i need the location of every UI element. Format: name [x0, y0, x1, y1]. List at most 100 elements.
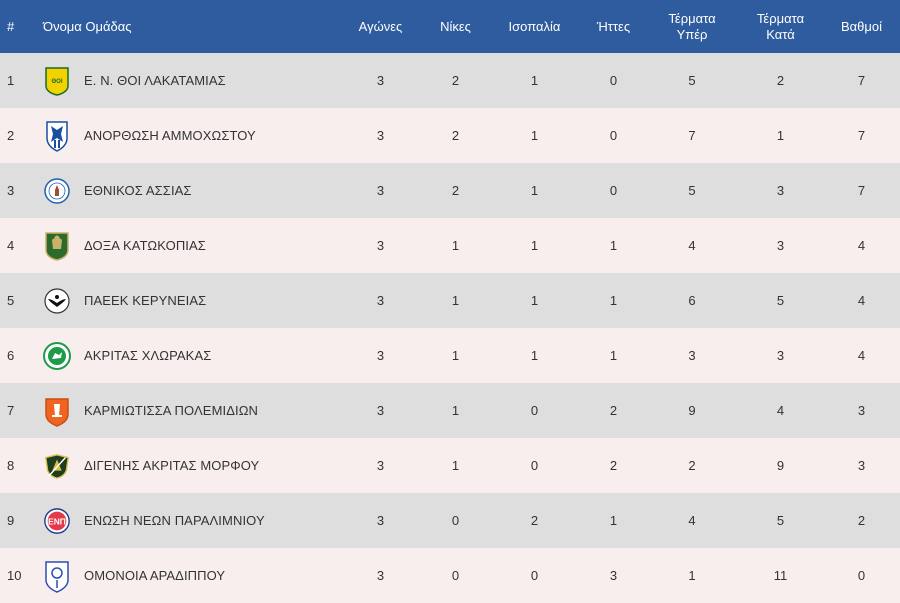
points-cell: 4	[857, 238, 866, 253]
goals-against-cell: 1	[776, 128, 785, 143]
team-link[interactable]: ΘΟΙ Ε. Ν. ΘΟΙ ΛΑΚΑΤΑΜΙΑΣ	[43, 65, 338, 97]
team-cell[interactable]: ΘΟΙ Ε. Ν. ΘΟΙ ΛΑΚΑΤΑΜΙΑΣ	[38, 53, 338, 108]
team-cell[interactable]: ΔΟΞΑ ΚΑΤΩΚΟΠΙΑΣ	[38, 218, 338, 273]
table-row[interactable]: 5 ΠΑΕΕΚ ΚΕΡΥΝΕΙΑΣ 3 1 1 1 6 5 4	[0, 273, 900, 328]
losses-cell: 1	[609, 513, 618, 528]
team-name[interactable]: ΕΘΝΙΚΟΣ ΑΣΣΙΑΣ	[84, 183, 192, 198]
doxa-katokopias-logo	[43, 230, 71, 262]
table-row[interactable]: 3 ΕΘΝΙΚΟΣ ΑΣΣΙΑΣ 3 2 1 0 5 3 7	[0, 163, 900, 218]
team-link[interactable]: ΕΝΠ ΕΝΩΣΗ ΝΕΩΝ ΠΑΡΑΛΙΜΝΙΟΥ	[43, 505, 338, 537]
played-cell: 3	[376, 458, 385, 473]
draws-cell: 0	[530, 458, 539, 473]
points-cell: 7	[857, 183, 866, 198]
header-goals-against[interactable]: Τέρματα Κατά	[738, 0, 823, 53]
svg-text:ΘΟΙ: ΘΟΙ	[51, 79, 62, 85]
losses-cell: 0	[609, 128, 618, 143]
goals-against-cell: 2	[776, 73, 785, 88]
header-goals-for-line1: Τέρματα	[668, 10, 716, 26]
goals-for-cell: 2	[688, 458, 696, 473]
draws-cell: 1	[530, 183, 539, 198]
table-row[interactable]: 8 ΔΙΓΕΝΗΣ ΑΚΡΙΤΑΣ ΜΟΡΦΟΥ 3 1 0 2 2 9 3	[0, 438, 900, 493]
played-cell: 3	[376, 293, 385, 308]
position-cell: 10	[7, 568, 22, 583]
header-losses[interactable]: Ήττες	[596, 18, 631, 34]
goals-for-cell: 6	[688, 293, 696, 308]
goals-against-cell: 5	[776, 513, 785, 528]
team-link[interactable]: ΔΙΓΕΝΗΣ ΑΚΡΙΤΑΣ ΜΟΡΦΟΥ	[43, 450, 338, 482]
team-link[interactable]: ΑΝΟΡΘΩΣΗ ΑΜΜΟΧΩΣΤΟΥ	[43, 120, 338, 152]
team-name[interactable]: ΑΚΡΙΤΑΣ ΧΛΩΡΑΚΑΣ	[84, 348, 212, 363]
losses-cell: 1	[609, 348, 618, 363]
header-goals-for[interactable]: Τέρματα Υπέρ	[646, 0, 738, 53]
position-cell: 7	[7, 403, 15, 418]
table-row[interactable]: 4 ΔΟΞΑ ΚΑΤΩΚΟΠΙΑΣ 3 1 1 1 4 3 4	[0, 218, 900, 273]
team-link[interactable]: ΕΘΝΙΚΟΣ ΑΣΣΙΑΣ	[43, 175, 338, 207]
team-link[interactable]: ΔΟΞΑ ΚΑΤΩΚΟΠΙΑΣ	[43, 230, 338, 262]
goals-for-cell: 5	[688, 73, 696, 88]
team-link[interactable]: ΑΚΡΙΤΑΣ ΧΛΩΡΑΚΑΣ	[43, 340, 338, 372]
team-cell[interactable]: ΚΑΡΜΙΩΤΙΣΣΑ ΠΟΛΕΜΙΔΙΩΝ	[38, 383, 338, 438]
team-name[interactable]: ΔΙΓΕΝΗΣ ΑΚΡΙΤΑΣ ΜΟΡΦΟΥ	[84, 458, 260, 473]
team-cell[interactable]: ΑΝΟΡΘΩΣΗ ΑΜΜΟΧΩΣΤΟΥ	[38, 108, 338, 163]
header-points[interactable]: Βαθμοί	[840, 18, 883, 34]
header-team-name[interactable]: Όνομα Ομάδας	[43, 18, 132, 34]
team-cell[interactable]: ΑΚΡΙΤΑΣ ΧΛΩΡΑΚΑΣ	[38, 328, 338, 383]
akritas-chlorakas-logo	[43, 340, 71, 372]
header-draws[interactable]: Ισοπαλία	[508, 18, 561, 34]
omonoia-aradippou-logo	[43, 560, 71, 593]
wins-cell: 0	[451, 513, 460, 528]
team-link[interactable]: ΠΑΕΕΚ ΚΕΡΥΝΕΙΑΣ	[43, 285, 338, 317]
goals-against-cell: 3	[776, 238, 785, 253]
table-row[interactable]: 6 ΑΚΡΙΤΑΣ ΧΛΩΡΑΚΑΣ 3 1 1 1 3 3 4	[0, 328, 900, 383]
draws-cell: 0	[530, 403, 539, 418]
team-cell[interactable]: ΟΜΟΝΟΙΑ ΑΡΑΔΙΠΠΟΥ	[38, 548, 338, 603]
table-row[interactable]: 10 ΟΜΟΝΟΙΑ ΑΡΑΔΙΠΠΟΥ 3 0 0 3 1 11 0	[0, 548, 900, 603]
team-name[interactable]: ΕΝΩΣΗ ΝΕΩΝ ΠΑΡΑΛΙΜΝΙΟΥ	[84, 513, 265, 528]
goals-for-cell: 4	[688, 513, 696, 528]
wins-cell: 1	[451, 348, 460, 363]
wins-cell: 2	[451, 128, 460, 143]
draws-cell: 1	[530, 128, 539, 143]
table-row[interactable]: 1 ΘΟΙ Ε. Ν. ΘΟΙ ΛΑΚΑΤΑΜΙΑΣ 3 2 1 0 5 2 7	[0, 53, 900, 108]
header-position[interactable]: #	[7, 18, 15, 34]
header-wins[interactable]: Νίκες	[440, 18, 471, 34]
team-name[interactable]: ΑΝΟΡΘΩΣΗ ΑΜΜΟΧΩΣΤΟΥ	[84, 128, 256, 143]
header-played[interactable]: Αγώνες	[358, 18, 403, 34]
team-link[interactable]: ΚΑΡΜΙΩΤΙΣΣΑ ΠΟΛΕΜΙΔΙΩΝ	[43, 395, 338, 427]
team-name[interactable]: ΠΑΕΕΚ ΚΕΡΥΝΕΙΑΣ	[84, 293, 207, 308]
points-cell: 3	[857, 458, 866, 473]
table-row[interactable]: 9 ΕΝΠ ΕΝΩΣΗ ΝΕΩΝ ΠΑΡΑΛΙΜΝΙΟΥ 3 0 2 1 4 5 2	[0, 493, 900, 548]
draws-cell: 1	[530, 348, 539, 363]
team-link[interactable]: ΟΜΟΝΟΙΑ ΑΡΑΔΙΠΠΟΥ	[43, 560, 338, 593]
standings-body: 1 ΘΟΙ Ε. Ν. ΘΟΙ ΛΑΚΑΤΑΜΙΑΣ 3 2 1 0 5 2 7 2 ΑΝΟΡΘΩΣΗ…	[0, 53, 900, 603]
losses-cell: 2	[609, 403, 618, 418]
ethnikos-assias-logo	[43, 175, 71, 207]
position-cell: 2	[7, 128, 15, 143]
team-cell[interactable]: ΔΙΓΕΝΗΣ ΑΚΡΙΤΑΣ ΜΟΡΦΟΥ	[38, 438, 338, 493]
team-name[interactable]: ΟΜΟΝΟΙΑ ΑΡΑΔΙΠΠΟΥ	[84, 568, 226, 583]
header-goals-against-line1: Τέρματα	[756, 10, 805, 26]
points-cell: 4	[857, 293, 866, 308]
goals-for-cell: 9	[688, 403, 696, 418]
team-cell[interactable]: ΕΘΝΙΚΟΣ ΑΣΣΙΑΣ	[38, 163, 338, 218]
played-cell: 3	[376, 403, 385, 418]
draws-cell: 0	[530, 568, 539, 583]
team-name[interactable]: ΔΟΞΑ ΚΑΤΩΚΟΠΙΑΣ	[84, 238, 206, 253]
played-cell: 3	[376, 568, 385, 583]
draws-cell: 1	[530, 238, 539, 253]
table-row[interactable]: 7 ΚΑΡΜΙΩΤΙΣΣΑ ΠΟΛΕΜΙΔΙΩΝ 3 1 0 2 9 4 3	[0, 383, 900, 438]
goals-against-cell: 5	[776, 293, 785, 308]
team-cell[interactable]: ΠΑΕΕΚ ΚΕΡΥΝΕΙΑΣ	[38, 273, 338, 328]
draws-cell: 1	[530, 293, 539, 308]
wins-cell: 1	[451, 238, 460, 253]
team-name[interactable]: Ε. Ν. ΘΟΙ ΛΑΚΑΤΑΜΙΑΣ	[84, 73, 226, 88]
thoi-lakatamias-logo: ΘΟΙ	[43, 65, 71, 97]
goals-for-cell: 7	[688, 128, 696, 143]
table-row[interactable]: 2 ΑΝΟΡΘΩΣΗ ΑΜΜΟΧΩΣΤΟΥ 3 2 1 0 7 1 7	[0, 108, 900, 163]
goals-against-cell: 3	[776, 348, 785, 363]
wins-cell: 0	[451, 568, 460, 583]
team-cell[interactable]: ΕΝΠ ΕΝΩΣΗ ΝΕΩΝ ΠΑΡΑΛΙΜΝΙΟΥ	[38, 493, 338, 548]
team-name[interactable]: ΚΑΡΜΙΩΤΙΣΣΑ ΠΟΛΕΜΙΔΙΩΝ	[84, 403, 259, 418]
position-cell: 6	[7, 348, 15, 363]
